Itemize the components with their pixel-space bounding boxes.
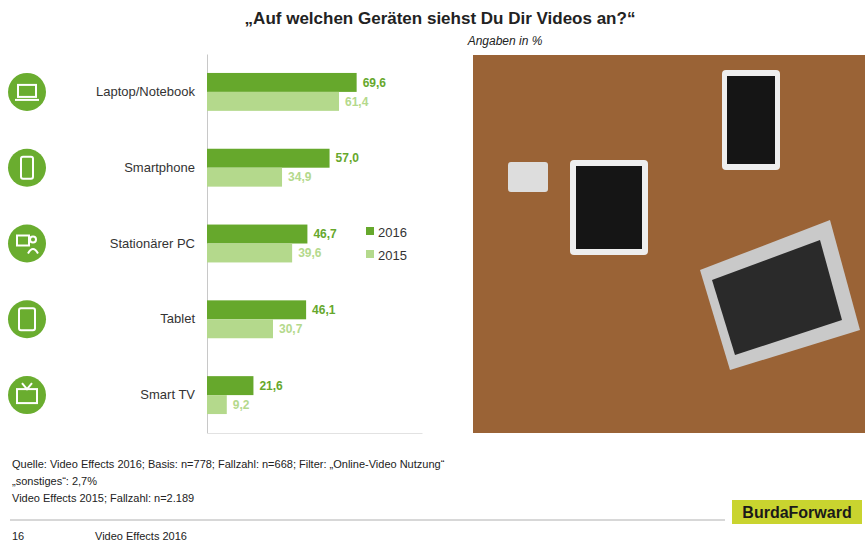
chart: „Auf welchen Geräten siehst Du Dir Video… <box>0 0 867 547</box>
legend-swatch <box>366 227 374 235</box>
bar <box>207 168 282 187</box>
brand-logo: BurdaForward <box>732 500 862 524</box>
category-label: Laptop/Notebook <box>96 84 196 99</box>
source: Quelle: Video Effects 2016; Basis: n=778… <box>12 458 445 470</box>
category-label: Tablet <box>160 311 195 326</box>
icon-circle <box>8 73 46 111</box>
icon-circle <box>8 300 46 338</box>
bars <box>207 73 357 414</box>
icon-glyph <box>22 383 32 389</box>
y-axis: Laptop/Notebook Smartphone Stationärer PC T… <box>96 55 208 434</box>
data-label: 46,1 <box>312 303 336 317</box>
icon-glyph <box>17 389 37 403</box>
category-icon <box>8 149 46 187</box>
x-axis <box>208 433 423 434</box>
data-label: 69,6 <box>363 76 387 90</box>
legend-label: 2016 <box>378 225 407 240</box>
legend-item: 2016 <box>366 225 407 240</box>
data-label: 34,9 <box>288 170 312 184</box>
category-icon <box>8 376 46 414</box>
photo <box>473 55 865 433</box>
bar <box>207 395 227 414</box>
bar <box>207 225 307 244</box>
y-tick: Smart TV <box>140 387 207 402</box>
legend-label: 2015 <box>378 248 407 263</box>
footer: Quelle: Video Effects 2016; Basis: n=778… <box>10 458 862 542</box>
brand-name: BurdaForward <box>742 504 851 521</box>
legend-item: 2015 <box>366 248 407 263</box>
photo-laptop <box>700 220 860 370</box>
photo-tablet-screen <box>727 76 775 164</box>
data-label: 21,6 <box>259 379 283 393</box>
icons <box>8 73 46 414</box>
photo-phone <box>508 162 548 192</box>
icon-glyph <box>15 99 39 101</box>
page-number: 16 <box>12 530 24 542</box>
icon-glyph <box>17 236 29 246</box>
brand-box <box>732 500 862 524</box>
footer-rule <box>10 520 725 521</box>
data-label: 46,7 <box>313 227 337 241</box>
category-icon <box>8 300 46 338</box>
icon-glyph <box>28 249 38 254</box>
bar <box>207 149 330 168</box>
y-tick: Stationärer PC <box>110 236 207 251</box>
subtitle: Angaben in % <box>467 34 543 48</box>
bar <box>207 376 253 395</box>
source-2015: Video Effects 2015; Fallzahl: n=2.189 <box>12 492 194 504</box>
icon-glyph <box>18 85 36 97</box>
icon-circle <box>8 225 46 263</box>
note: „sonstiges“: 2,7% <box>12 475 97 487</box>
category-icon <box>8 225 46 263</box>
y-tick: Tablet <box>160 311 207 326</box>
bar <box>207 319 273 338</box>
bar <box>207 92 339 111</box>
category-icon <box>8 73 46 111</box>
data-label: 39,6 <box>298 246 322 260</box>
y-tick: Laptop/Notebook <box>96 84 207 99</box>
legend: 2016 2015 <box>366 225 407 263</box>
data-label: 57,0 <box>336 151 360 165</box>
icon-glyph <box>30 237 36 243</box>
bar <box>207 244 292 263</box>
bar <box>207 300 306 319</box>
photo-tablet <box>722 70 780 170</box>
icon-circle <box>8 149 46 187</box>
icon-circle <box>8 376 46 414</box>
y-tick: Smartphone <box>124 160 207 175</box>
x-axis-line <box>208 433 423 434</box>
data-label: 30,7 <box>279 322 303 336</box>
data-label: 61,4 <box>345 95 369 109</box>
data-labels: 69,6 57,0 46,7 46,1 21,6 61,4 34,9 39,6 30,7 9,2 <box>233 76 387 412</box>
report-name: Video Effects 2016 <box>95 530 187 542</box>
category-label: Smartphone <box>124 160 195 175</box>
data-label: 9,2 <box>233 398 250 412</box>
category-label: Stationärer PC <box>110 236 195 251</box>
photo-tablet-screen <box>576 166 642 249</box>
icon-glyph <box>21 157 33 179</box>
title: „Auf welchen Geräten siehst Du Dir Video… <box>245 9 636 28</box>
bar <box>207 73 357 92</box>
icon-glyph <box>19 308 35 330</box>
photo-background <box>473 55 865 433</box>
photo-laptop-keys <box>712 240 842 355</box>
category-label: Smart TV <box>140 387 195 402</box>
legend-swatch <box>366 250 374 258</box>
photo-tablet <box>570 160 648 255</box>
